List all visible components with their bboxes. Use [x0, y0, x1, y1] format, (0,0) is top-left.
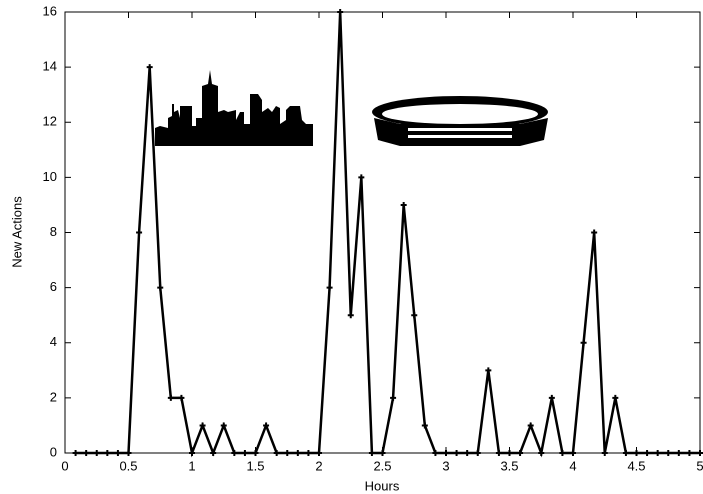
point-marker: [411, 312, 418, 319]
point-marker: [231, 450, 238, 456]
x-tick-label: 3: [442, 458, 449, 473]
stadium-icon: [372, 96, 548, 146]
point-marker: [517, 450, 524, 456]
x-tick-label: 1: [188, 458, 195, 473]
point-marker: [559, 450, 566, 456]
point-marker: [453, 450, 460, 456]
point-marker: [83, 450, 90, 456]
point-marker: [400, 201, 407, 208]
y-tick-label: 2: [50, 389, 57, 404]
x-tick-label: 0.5: [119, 458, 137, 473]
x-axis-label: Hours: [365, 478, 400, 493]
point-marker: [644, 450, 651, 456]
y-tick-label: 10: [43, 169, 57, 184]
point-marker: [294, 450, 301, 456]
y-tick-label: 4: [50, 334, 57, 349]
point-marker: [633, 450, 640, 456]
point-marker: [273, 450, 280, 456]
x-tick-label: 1.5: [246, 458, 264, 473]
point-marker: [72, 450, 79, 456]
x-tick-label: 5: [696, 458, 703, 473]
point-marker: [252, 450, 259, 456]
point-marker: [570, 450, 576, 456]
point-marker: [93, 450, 100, 456]
point-marker: [686, 450, 693, 456]
point-marker: [665, 450, 672, 456]
y-tick-label: 8: [50, 224, 57, 239]
point-marker: [178, 394, 185, 401]
point-marker: [612, 394, 619, 401]
point-marker: [358, 174, 365, 181]
point-marker: [368, 450, 375, 456]
point-marker: [379, 450, 386, 456]
point-marker: [506, 450, 513, 456]
point-marker: [548, 394, 555, 401]
point-marker: [316, 450, 322, 456]
point-marker: [622, 450, 629, 456]
y-tick-label: 0: [50, 444, 57, 459]
point-marker: [580, 339, 587, 346]
point-marker: [538, 450, 545, 456]
x-tick-label: 2.5: [373, 458, 391, 473]
point-marker: [146, 64, 153, 71]
y-tick-label: 6: [50, 279, 57, 294]
point-marker: [157, 284, 164, 291]
point-marker: [432, 450, 439, 456]
point-marker: [485, 367, 492, 374]
point-marker: [284, 450, 291, 456]
y-tick-label: 14: [43, 59, 57, 74]
point-marker: [601, 450, 608, 456]
point-marker: [495, 450, 502, 456]
x-tick-label: 0: [61, 458, 68, 473]
x-tick-label: 4: [569, 458, 576, 473]
point-marker: [220, 422, 227, 429]
point-marker: [167, 394, 174, 401]
point-marker: [390, 394, 397, 401]
point-marker: [527, 422, 534, 429]
x-tick-label: 3.5: [500, 458, 518, 473]
point-marker: [474, 450, 481, 456]
y-axis-label: New Actions: [9, 196, 24, 268]
point-marker: [421, 422, 428, 429]
point-marker: [337, 9, 344, 15]
x-tick-label: 4.5: [627, 458, 645, 473]
point-marker: [263, 422, 270, 429]
point-marker: [675, 450, 682, 456]
y-tick-label: 12: [43, 114, 57, 129]
point-marker: [114, 450, 121, 456]
point-marker: [241, 450, 248, 456]
x-tick-label: 2: [315, 458, 322, 473]
point-marker: [591, 229, 598, 236]
point-marker: [326, 284, 333, 291]
point-marker: [199, 422, 206, 429]
point-marker: [697, 450, 703, 456]
skyline-icon: [155, 70, 313, 146]
point-marker: [654, 450, 661, 456]
point-marker: [125, 450, 132, 456]
point-marker: [210, 450, 217, 456]
y-tick-label: 16: [43, 3, 57, 18]
point-marker: [443, 450, 449, 456]
point-marker: [136, 229, 143, 236]
point-marker: [347, 312, 354, 319]
point-marker: [104, 450, 111, 456]
point-marker: [305, 450, 312, 456]
point-marker: [189, 450, 195, 456]
point-marker: [464, 450, 471, 456]
